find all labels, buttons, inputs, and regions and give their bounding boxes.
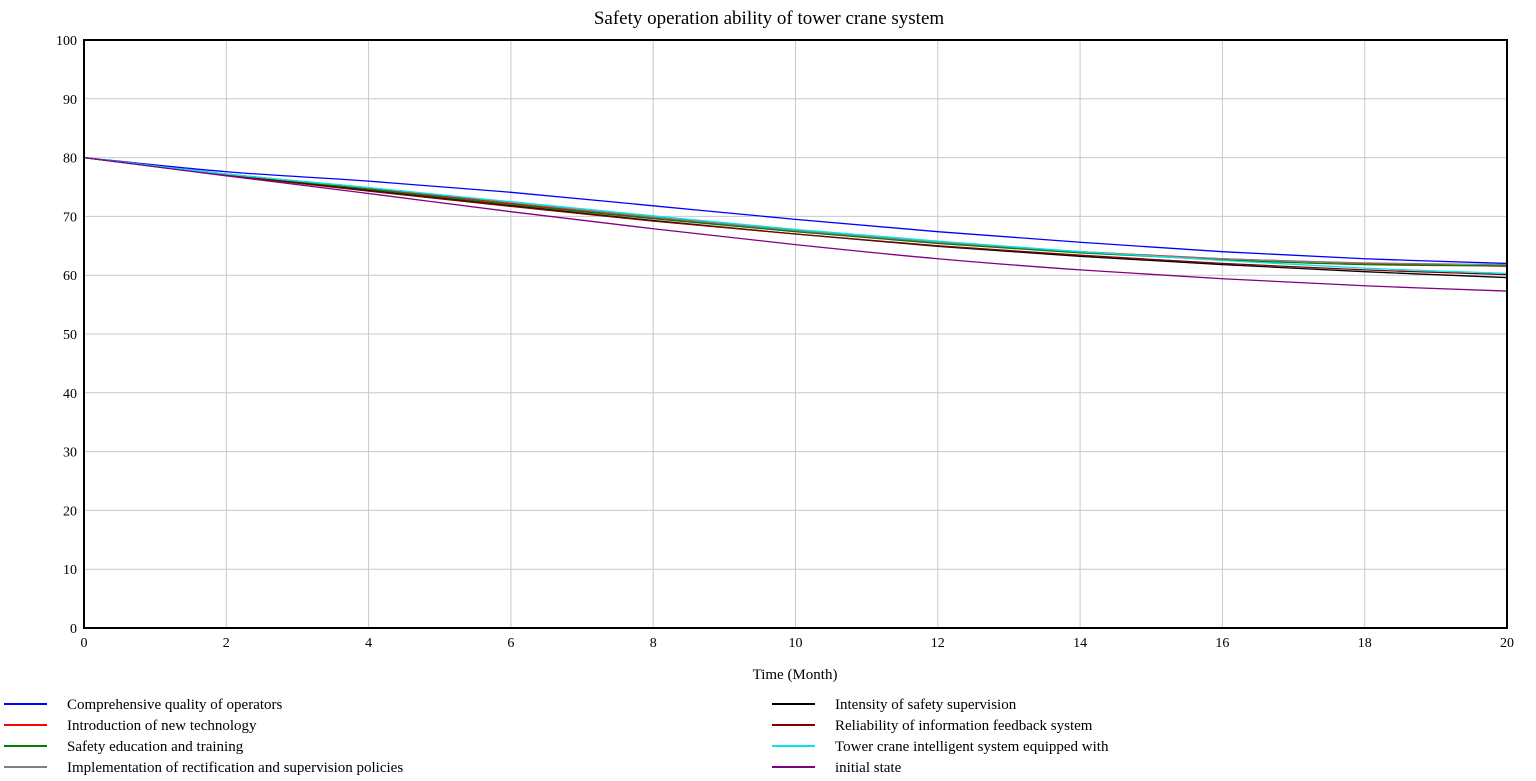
series-line-6 xyxy=(83,156,1508,275)
x-tick-label: 6 xyxy=(507,636,514,651)
y-axis-ticks: 0 10 20 30 40 50 60 70 80 90 100 xyxy=(56,34,77,637)
legend-label: Introduction of new technology xyxy=(67,718,257,734)
legend-label: Implementation of rectification and supe… xyxy=(67,760,403,776)
y-tick-label: 40 xyxy=(63,387,77,402)
y-tick-label: 60 xyxy=(63,269,77,284)
legend-label: Intensity of safety supervision xyxy=(835,697,1017,713)
legend: Comprehensive quality of operators Introd… xyxy=(4,697,1109,776)
series-line-2 xyxy=(83,156,1508,267)
x-tick-label: 0 xyxy=(81,636,88,651)
x-tick-label: 18 xyxy=(1358,636,1372,651)
legend-label: Comprehensive quality of operators xyxy=(67,697,283,713)
grid xyxy=(84,40,1507,628)
x-tick-label: 4 xyxy=(365,636,372,651)
y-tick-label: 70 xyxy=(63,210,77,225)
chart-title: Safety operation ability of tower crane … xyxy=(594,8,945,29)
x-axis-label: Time (Month) xyxy=(753,667,838,683)
plot-frame xyxy=(83,39,1508,629)
series-line-5 xyxy=(83,156,1508,276)
y-tick-label: 90 xyxy=(63,93,77,108)
legend-label: Safety education and training xyxy=(67,739,244,755)
y-tick-label: 100 xyxy=(56,34,77,49)
y-tick-label: 0 xyxy=(70,622,77,637)
x-tick-label: 14 xyxy=(1073,636,1087,651)
y-tick-label: 10 xyxy=(63,563,77,578)
legend-label: initial state xyxy=(835,760,902,776)
x-tick-label: 16 xyxy=(1215,636,1229,651)
x-tick-label: 2 xyxy=(223,636,230,651)
y-tick-label: 30 xyxy=(63,446,77,461)
legend-label: Tower crane intelligent system equipped … xyxy=(835,739,1109,755)
x-tick-label: 10 xyxy=(789,636,803,651)
x-tick-label: 12 xyxy=(931,636,945,651)
series-line-0 xyxy=(83,156,1508,265)
y-tick-label: 20 xyxy=(63,504,77,519)
x-axis-ticks: 0 2 4 6 8 10 12 14 16 18 20 xyxy=(81,636,1515,651)
series-lines xyxy=(83,156,1508,292)
x-tick-label: 20 xyxy=(1500,636,1514,651)
series-line-7 xyxy=(83,156,1508,292)
y-tick-label: 50 xyxy=(63,328,77,343)
x-tick-label: 8 xyxy=(650,636,657,651)
legend-label: Reliability of information feedback syst… xyxy=(835,718,1093,734)
y-tick-label: 80 xyxy=(63,152,77,167)
